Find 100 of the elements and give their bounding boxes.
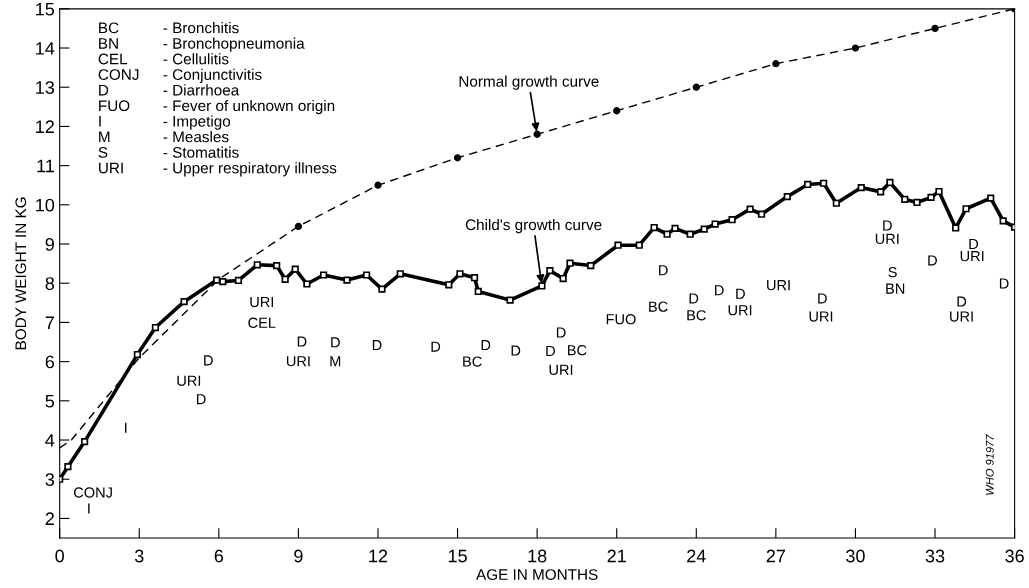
annotation: Child's growth curve [465, 218, 602, 234]
y-tick-label: 3 [45, 473, 55, 486]
annotation: URI [250, 296, 274, 308]
annotation: I [88, 503, 90, 514]
point [538, 282, 546, 290]
point [772, 60, 780, 68]
annotation: URI [950, 311, 973, 322]
x-tick-label: 36 [1005, 549, 1024, 563]
point [234, 276, 243, 285]
point [613, 107, 621, 115]
point [711, 220, 719, 228]
point [303, 280, 311, 288]
point [470, 274, 479, 282]
annotation: BC [687, 310, 706, 321]
point [650, 223, 658, 232]
y-tick-label: 10 [36, 198, 55, 212]
point [566, 259, 574, 267]
annotation: WHO 91977 [985, 434, 994, 495]
annotation: BC [463, 356, 482, 367]
point [546, 267, 554, 275]
annotation: FUO [606, 314, 636, 325]
annotation: URI [728, 305, 752, 316]
y-tick-label: 6 [45, 355, 55, 369]
point [362, 271, 371, 279]
text: - Bronchitis - Bronchopneumonia - Cellulitis - Conjunctivitis - Diarrhoea - Fever of unknown origin - Impetigo - Measles - Stomatitis - Upper respiratory illness [163, 22, 337, 177]
annotation: D [659, 265, 668, 276]
y-tick-label: 12 [36, 120, 54, 133]
annotation: D [431, 341, 441, 352]
annotation: S [888, 267, 897, 278]
point [999, 217, 1007, 225]
point [64, 463, 72, 471]
x-tick-label: 24 [687, 549, 706, 563]
annotation: URI [286, 356, 310, 367]
point [133, 350, 142, 359]
point [343, 276, 351, 284]
point [281, 275, 289, 283]
annotation: D [196, 394, 206, 405]
y-tick-label: 13 [36, 81, 55, 94]
point [804, 180, 812, 189]
point [456, 270, 464, 278]
point [453, 154, 462, 162]
annotation: Normal growth curve [459, 75, 599, 90]
annotation: M [330, 356, 341, 367]
point [671, 224, 679, 232]
text: BC BN CEL CONJ D FUO I M S URI [98, 22, 139, 174]
annotation: D [715, 285, 724, 296]
point [886, 178, 894, 187]
y-axis-title: BODY WEIGHT IN KG [15, 197, 27, 350]
point [931, 24, 939, 33]
point [746, 205, 754, 213]
annotation: D [736, 288, 745, 299]
point [901, 195, 909, 203]
annotation: URI [960, 251, 984, 262]
y-tick-label: 9 [45, 237, 54, 251]
point [474, 287, 482, 296]
point [635, 241, 643, 249]
annotation: D [511, 345, 521, 356]
annotation: CONJ [74, 487, 112, 498]
annotation: URI [549, 364, 573, 375]
x-tick-label: 15 [448, 549, 467, 563]
point [396, 270, 404, 278]
point [587, 261, 595, 270]
point [935, 187, 943, 196]
annotation: I [125, 422, 127, 433]
annotation: URI [809, 311, 833, 322]
annotation: D [372, 340, 382, 351]
point [445, 281, 453, 289]
point [877, 188, 885, 196]
annotation: BC [567, 345, 587, 356]
annotation: D [883, 220, 892, 231]
y-tick-label: 5 [45, 394, 55, 408]
point [927, 193, 935, 201]
point [614, 241, 622, 249]
x-tick-label: 33 [925, 549, 945, 563]
point [857, 183, 865, 192]
annotation: D [818, 293, 827, 304]
x-tick-label: 21 [607, 549, 626, 563]
point [913, 198, 921, 207]
y-tick-label: 8 [45, 277, 55, 290]
annotation: D [689, 293, 699, 304]
annotation: URI [875, 233, 899, 245]
point [700, 225, 708, 233]
x-tick-label: 30 [846, 549, 865, 563]
point [253, 261, 261, 269]
point [180, 298, 188, 306]
point [213, 276, 221, 284]
point [692, 83, 700, 91]
point [832, 199, 840, 207]
annotation: D [331, 337, 340, 348]
annotation: D [969, 238, 979, 249]
point [987, 194, 995, 202]
y-tick-label: 4 [45, 434, 55, 447]
point [291, 265, 299, 273]
y-tick-label: 14 [36, 42, 55, 55]
annotation: D [556, 327, 566, 338]
annotation: BN [886, 283, 905, 294]
x-axis-title: AGE IN MONTHS [476, 569, 598, 580]
point [273, 261, 281, 270]
y-tick-label: 2 [45, 512, 54, 525]
annotation: D [999, 278, 1009, 289]
